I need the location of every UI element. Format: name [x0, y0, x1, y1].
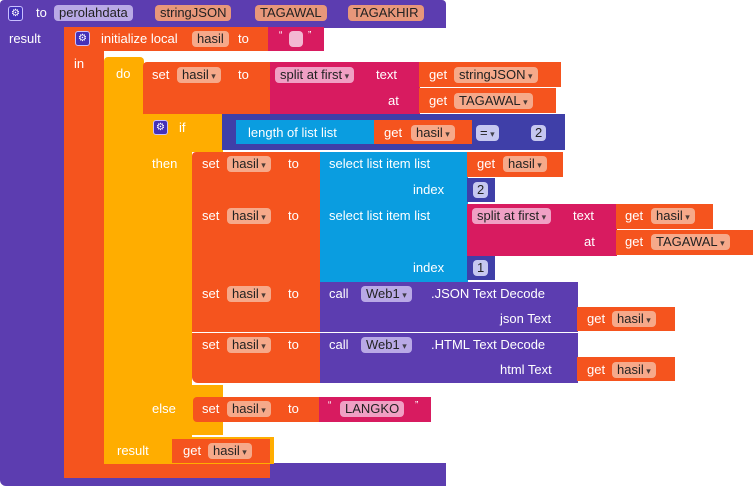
- close-quote: ”: [415, 400, 419, 411]
- gear-icon[interactable]: ⚙: [153, 120, 168, 135]
- text-label: text: [573, 208, 594, 223]
- number-field[interactable]: 2: [531, 125, 547, 141]
- select-list-item-label: select list item list: [329, 156, 431, 171]
- method-label: .JSON Text Decode: [431, 286, 545, 301]
- param-stringJSON[interactable]: stringJSON: [155, 5, 232, 21]
- get-var-dropdown[interactable]: hasil: [411, 125, 455, 141]
- split-dropdown[interactable]: split at first: [472, 208, 552, 224]
- get-var-dropdown[interactable]: TAGAWAL: [454, 93, 533, 109]
- param-TAGAWAL[interactable]: TAGAWAL: [255, 5, 327, 21]
- compare-op-dropdown[interactable]: =: [476, 125, 499, 141]
- procedure-result-label: result: [9, 31, 41, 46]
- component-dropdown[interactable]: Web1: [361, 337, 412, 353]
- set-label: set: [202, 337, 220, 352]
- then-label: then: [152, 156, 178, 171]
- get-var-dropdown[interactable]: hasil: [208, 443, 252, 459]
- get-var-dropdown[interactable]: hasil: [503, 156, 547, 172]
- split-dropdown[interactable]: split at first: [275, 67, 355, 83]
- set-label: set: [202, 208, 220, 223]
- component-dropdown[interactable]: Web1: [361, 286, 412, 302]
- get-var-dropdown[interactable]: TAGAWAL: [651, 234, 730, 250]
- do-result-block[interactable]: [104, 57, 144, 464]
- to-label: to: [288, 286, 299, 301]
- json-text-label: json Text: [500, 311, 552, 326]
- gear-icon[interactable]: ⚙: [8, 6, 23, 21]
- initialize-local-bottom: [64, 462, 270, 478]
- get-label: get: [625, 234, 644, 249]
- gear-icon[interactable]: ⚙: [75, 31, 90, 46]
- text-value-field[interactable]: LANGKO: [340, 401, 405, 417]
- set-label: set: [202, 156, 220, 171]
- open-quote: “: [328, 400, 332, 411]
- html-text-label: html Text: [500, 362, 552, 377]
- empty-text-field[interactable]: [289, 31, 303, 47]
- at-label: at: [388, 93, 399, 108]
- set-var-dropdown[interactable]: hasil: [227, 156, 271, 172]
- get-label: get: [587, 362, 606, 377]
- in-label: in: [74, 56, 85, 71]
- set-var-dropdown[interactable]: hasil: [227, 401, 271, 417]
- number-field[interactable]: 1: [473, 260, 489, 276]
- index-label: index: [413, 260, 445, 275]
- text-label: text: [376, 67, 397, 82]
- initialize-local-block[interactable]: [64, 27, 270, 51]
- get-label: get: [384, 125, 403, 140]
- set-label: set: [202, 401, 220, 416]
- get-var-dropdown[interactable]: hasil: [651, 208, 695, 224]
- if-label: if: [179, 120, 186, 135]
- close-quote: ”: [308, 30, 312, 41]
- method-label: .HTML Text Decode: [431, 337, 546, 352]
- to-label: to: [288, 208, 299, 223]
- get-label: get: [587, 311, 606, 326]
- get-var-dropdown[interactable]: stringJSON: [454, 67, 538, 83]
- get-var-dropdown[interactable]: hasil: [612, 362, 656, 378]
- to-label: to: [288, 156, 299, 171]
- get-label: get: [477, 156, 496, 171]
- select-list-item-block[interactable]: [320, 152, 468, 204]
- to-label: to: [288, 337, 299, 352]
- at-label: at: [584, 234, 595, 249]
- open-quote: “: [279, 30, 283, 41]
- do-label: do: [116, 66, 131, 81]
- set-var-dropdown[interactable]: hasil: [227, 337, 271, 353]
- else-label: else: [152, 401, 176, 416]
- set-var-dropdown[interactable]: hasil: [227, 208, 271, 224]
- call-label: call: [329, 337, 349, 352]
- initialize-local-label: initialize local: [101, 31, 178, 46]
- select-list-item-label: select list item list: [329, 208, 431, 223]
- set-label: set: [152, 67, 170, 82]
- get-label: get: [625, 208, 644, 223]
- set-var-dropdown[interactable]: hasil: [227, 286, 271, 302]
- procedure-keyword: to: [36, 5, 47, 20]
- do-result-label: result: [117, 443, 149, 458]
- get-label: get: [429, 67, 448, 82]
- set-label: set: [202, 286, 220, 301]
- length-of-list-block[interactable]: [236, 120, 376, 144]
- call-label: call: [329, 286, 349, 301]
- procedure-name-field[interactable]: perolahdata: [54, 5, 133, 21]
- param-TAGAKHIR[interactable]: TAGAKHIR: [348, 5, 424, 21]
- to-label: to: [288, 401, 299, 416]
- set-var-dropdown[interactable]: hasil: [177, 67, 221, 83]
- get-var-dropdown[interactable]: hasil: [612, 311, 656, 327]
- number-field[interactable]: 2: [473, 182, 489, 198]
- local-var-name-field[interactable]: hasil: [192, 31, 229, 47]
- get-label: get: [429, 93, 448, 108]
- length-of-list-label: length of list list: [248, 125, 337, 140]
- select-list-item-block[interactable]: [320, 204, 468, 282]
- get-label: get: [183, 443, 202, 458]
- index-label: index: [413, 182, 445, 197]
- to-label: to: [238, 67, 249, 82]
- initialize-local-body: [64, 50, 104, 478]
- procedure-body: [0, 26, 66, 478]
- init-to-label: to: [238, 31, 249, 46]
